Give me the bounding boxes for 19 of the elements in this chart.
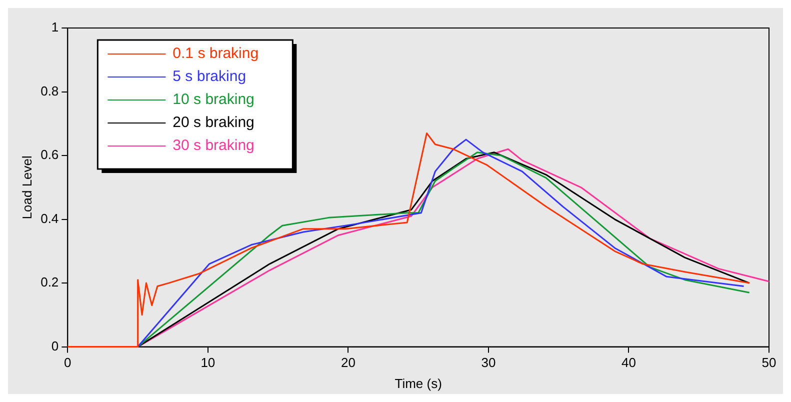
y-tick-label: 0.8 — [40, 83, 59, 98]
x-axis-title: Time (s) — [394, 376, 442, 391]
y-tick-label: 0.4 — [40, 210, 59, 226]
legend-label: 0.1 s braking — [172, 45, 259, 62]
y-tick-label: 0 — [51, 338, 59, 354]
x-tick-label: 40 — [622, 355, 636, 370]
x-tick-label: 30 — [481, 355, 496, 370]
legend-label: 10 s braking — [172, 91, 254, 108]
x-tick-label: 20 — [340, 355, 356, 370]
x-tick-label: 0 — [64, 355, 72, 370]
legend-label: 20 s braking — [172, 114, 254, 132]
y-axis-title: Load Level — [19, 155, 34, 220]
y-tick-label: 0.6 — [40, 147, 59, 162]
legend-label: 5 s braking — [172, 68, 246, 86]
legend-label: 30 s braking — [172, 137, 254, 154]
x-tick-label: 50 — [762, 355, 776, 370]
y-tick-label: 1 — [51, 20, 59, 35]
x-tick-label: 10 — [200, 355, 216, 370]
y-tick-label: 0.2 — [40, 274, 59, 290]
